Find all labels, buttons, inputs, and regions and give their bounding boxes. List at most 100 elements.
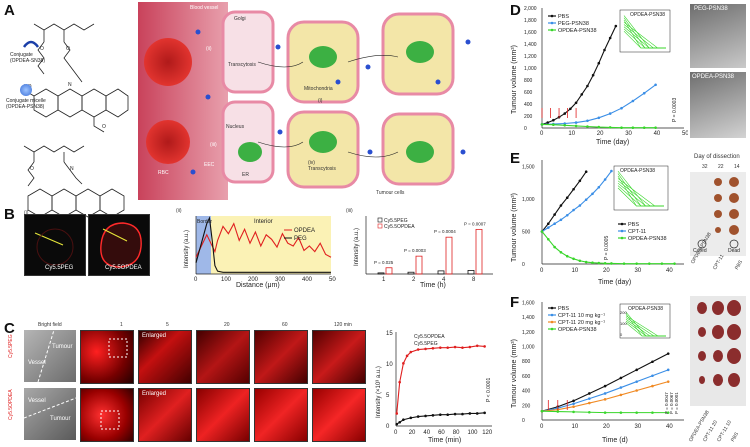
c-img-2-1-art bbox=[100, 410, 120, 430]
series-line-1 bbox=[541, 369, 669, 412]
c-xtick: 0 bbox=[394, 430, 398, 436]
f-ytick: 1,600 bbox=[522, 300, 535, 306]
data-point bbox=[572, 187, 575, 191]
data-point bbox=[572, 410, 575, 414]
e-xtick: 0 bbox=[540, 268, 544, 274]
f-pval: P = 0.0047 bbox=[664, 392, 669, 414]
d-photo-peg: PEG-PSN38 bbox=[690, 4, 746, 68]
data-point bbox=[416, 348, 420, 351]
b-iii-xlabel: Time (h) bbox=[420, 282, 446, 289]
nucleus-label: Nucleus bbox=[226, 124, 245, 130]
f-ylabel: Tumour volume (mm³) bbox=[511, 339, 518, 408]
data-point bbox=[553, 213, 556, 216]
legend-marker bbox=[550, 313, 554, 317]
data-point bbox=[461, 346, 464, 349]
f-ytick: 200 bbox=[522, 403, 531, 409]
legend-item: CPT-11 bbox=[628, 229, 646, 235]
b-ii-xtick: 300 bbox=[275, 277, 286, 283]
f-xtick: 20 bbox=[603, 424, 610, 430]
b-sub-i: (i) bbox=[24, 210, 29, 216]
e-group-pbs: PBS bbox=[734, 259, 745, 271]
chart-c: 0 20 40 60 80 100 120 0 5 10 15 Time (min) Intens… bbox=[376, 331, 493, 444]
b-ii-ylabel: Intensity (a.u.) bbox=[184, 230, 190, 268]
mitochondria-label: Mitochondria bbox=[304, 86, 333, 92]
b-ii-interior-label: Interior bbox=[254, 219, 273, 225]
d-ytick: 800 bbox=[524, 78, 533, 84]
data-point bbox=[647, 262, 651, 265]
svg-text:O: O bbox=[66, 46, 70, 52]
data-point bbox=[439, 413, 442, 417]
c-xtick: 80 bbox=[453, 430, 460, 436]
panel-label-c: C bbox=[4, 320, 15, 337]
c-bf-2: Tumour Vessel bbox=[24, 388, 76, 440]
series-line-0 bbox=[541, 25, 617, 125]
series-line-0 bbox=[541, 353, 669, 412]
data-point bbox=[578, 204, 582, 207]
svg-text:O: O bbox=[40, 46, 44, 52]
conjugate-label: Conjugate (OPDEA-SN38) bbox=[10, 52, 46, 64]
data-point bbox=[559, 251, 563, 254]
b-iii-xtick: 4 bbox=[442, 277, 446, 283]
data-point bbox=[588, 392, 591, 395]
legend-item: OPDEA-PSN38 bbox=[558, 327, 597, 333]
border-band bbox=[196, 216, 211, 274]
svg-text:O: O bbox=[102, 124, 106, 130]
legend-marker bbox=[620, 236, 624, 240]
f-ytick: 0 bbox=[522, 418, 525, 424]
b-peg-image: Cy5.5PEG bbox=[24, 214, 86, 276]
c-time-120: 120 min bbox=[334, 322, 352, 328]
data-point bbox=[563, 124, 567, 127]
panel-label-a: A bbox=[4, 2, 15, 19]
data-point bbox=[398, 420, 401, 424]
data-point bbox=[405, 354, 409, 358]
e-tumours-art bbox=[697, 177, 739, 249]
data-point bbox=[546, 121, 549, 124]
e-pval: P = 0.0005 bbox=[604, 236, 610, 260]
c-img-2-5: Enlarged bbox=[138, 388, 192, 442]
b-iii-pval: P = 0.025 bbox=[374, 260, 394, 265]
c-bf-1: Tumour Vessel bbox=[24, 330, 76, 382]
c-xtick: 100 bbox=[468, 430, 479, 436]
step-iii-label: (iii) bbox=[210, 142, 217, 148]
data-point bbox=[446, 346, 449, 349]
bar-Cy55OPDEA-2 bbox=[415, 255, 423, 275]
legend-item: CPT-11 10 mg kg⁻¹ bbox=[558, 313, 605, 319]
d-xtick: 40 bbox=[654, 131, 661, 137]
f-xtick: 0 bbox=[540, 424, 544, 430]
b-sub-ii: (ii) bbox=[176, 208, 182, 214]
b-ii-xtick: 0 bbox=[194, 277, 198, 283]
data-point bbox=[586, 119, 589, 123]
data-point bbox=[651, 360, 654, 364]
data-point bbox=[572, 402, 575, 406]
f-ytick: 400 bbox=[522, 389, 531, 395]
data-point bbox=[610, 169, 613, 173]
data-point bbox=[586, 84, 589, 88]
data-point bbox=[483, 411, 486, 415]
e-xlabel: Time (day) bbox=[598, 279, 631, 286]
data-point bbox=[591, 73, 595, 77]
data-point bbox=[398, 380, 401, 384]
data-point bbox=[660, 262, 664, 265]
data-point bbox=[610, 262, 613, 265]
bar-Cy55PEG-8 bbox=[467, 270, 475, 275]
c-img-1-1-art bbox=[108, 338, 128, 358]
d-ytick: 0 bbox=[524, 126, 527, 132]
c-vessel-2: Vessel bbox=[28, 398, 46, 404]
data-point bbox=[631, 99, 635, 103]
e-xtick: 40 bbox=[666, 268, 673, 274]
b-iii-legend-peg: Cy5.5PEG bbox=[384, 218, 408, 224]
rbc-label: RBC bbox=[158, 170, 169, 176]
data-point bbox=[642, 91, 646, 95]
c-ytick: 0 bbox=[386, 424, 390, 430]
panel-label-e: E bbox=[510, 150, 521, 167]
data-point bbox=[603, 262, 607, 265]
data-point bbox=[572, 208, 575, 212]
f-inset-ytick: 0 bbox=[620, 332, 623, 337]
e-dead-label: Dead bbox=[728, 248, 740, 254]
data-point bbox=[635, 389, 638, 392]
data-point bbox=[468, 345, 472, 349]
data-point bbox=[553, 222, 556, 225]
data-point bbox=[446, 413, 449, 417]
c-img-1-120 bbox=[312, 330, 366, 384]
data-point bbox=[565, 254, 569, 258]
